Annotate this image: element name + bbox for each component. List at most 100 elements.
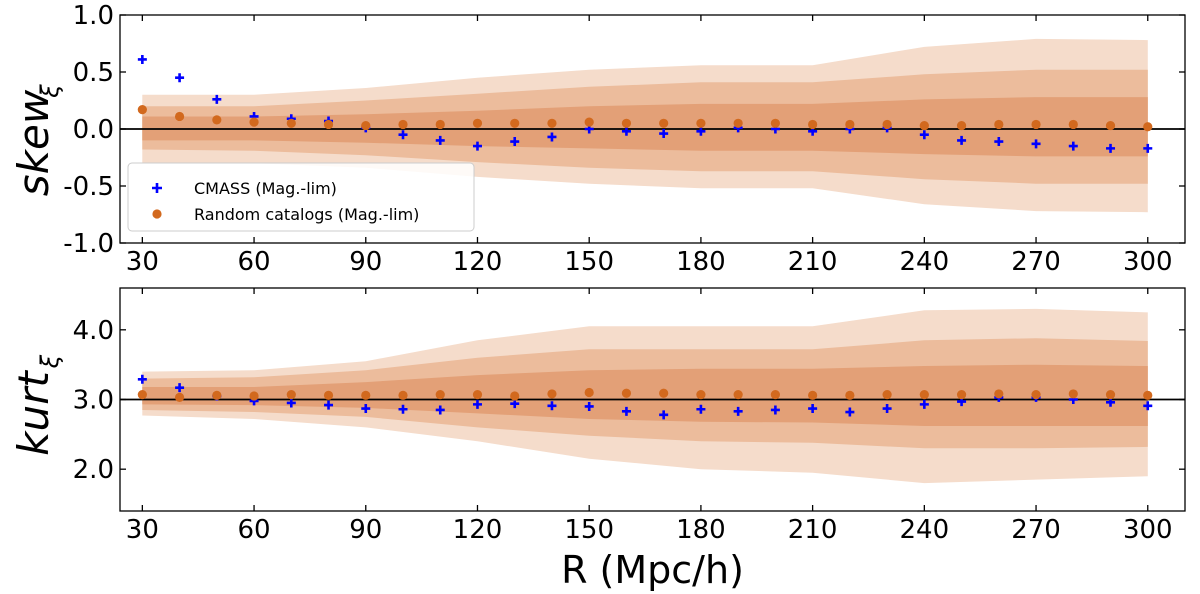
legend: CMASS (Mag.-lim) Random catalogs (Mag.-li…	[127, 162, 475, 232]
random-point	[1143, 390, 1153, 400]
cmass-point	[696, 404, 706, 414]
cmass-point	[1068, 141, 1078, 151]
random-point	[1031, 390, 1041, 400]
cmass-point	[584, 401, 594, 411]
cmass-point	[547, 401, 557, 411]
random-point	[1031, 119, 1041, 130]
y-tick-label: -0.5	[63, 172, 114, 202]
random-point	[621, 118, 632, 128]
legend-label-cmass: CMASS (Mag.-lim)	[194, 179, 337, 198]
random-point	[1105, 390, 1116, 400]
random-point	[361, 390, 371, 400]
legend-marker-random	[152, 209, 162, 219]
random-point	[956, 120, 967, 131]
random-point	[1068, 389, 1078, 399]
random-point	[212, 115, 222, 125]
random-point	[323, 119, 334, 130]
random-point	[994, 389, 1004, 399]
x-tick-label: 30	[126, 247, 159, 277]
random-point	[659, 118, 669, 128]
cmass-point	[398, 130, 408, 140]
random-point	[547, 118, 557, 128]
random-point	[435, 390, 445, 400]
random-point	[398, 390, 408, 400]
x-tick-label: 180	[676, 247, 726, 277]
cmass-point	[1143, 401, 1153, 411]
band-1-sigma	[142, 97, 1148, 157]
x-tick-label: 60	[238, 247, 271, 277]
random-point	[286, 390, 296, 400]
cmass-point	[919, 399, 929, 409]
random-point	[249, 117, 259, 127]
x-tick-label: 270	[1011, 247, 1061, 277]
cmass-point	[845, 407, 855, 417]
random-point	[882, 390, 892, 400]
random-point	[510, 118, 520, 128]
random-point	[286, 118, 296, 128]
cmass-point	[994, 137, 1004, 147]
x-tick-label: 150	[564, 247, 614, 277]
cmass-point	[882, 404, 892, 414]
x-tick-label: 240	[900, 515, 950, 545]
cmass-point	[472, 141, 482, 151]
cmass-point	[621, 406, 631, 416]
legend-box	[127, 162, 475, 232]
x-tick-label: 120	[453, 515, 503, 545]
random-point	[845, 119, 855, 130]
random-point	[956, 390, 967, 400]
cmass-point	[808, 404, 818, 414]
cmass-point	[137, 54, 147, 64]
random-point	[212, 390, 222, 400]
random-point	[733, 118, 743, 128]
x-tick-label: 90	[349, 247, 382, 277]
y-axis-label-main: skew	[9, 89, 58, 196]
y-axis-label-sub: ξ	[36, 84, 64, 99]
cmass-point	[547, 132, 557, 142]
x-tick-label: 180	[676, 515, 726, 545]
random-point	[882, 119, 892, 130]
random-point	[696, 390, 706, 400]
cmass-point	[286, 398, 296, 408]
x-tick-label: 300	[1123, 247, 1173, 277]
kurt-panel: 30 60 90 120 150 180 210 240 270 300 2.0 3.0 4.0 kurt…	[9, 287, 1186, 592]
skew-panel: 30 60 90 120 150 180 210 240 270 300 -1.0 -0.5 0.0 0.…	[9, 1, 1186, 277]
x-tick-label: 300	[1123, 515, 1173, 545]
random-point	[696, 118, 706, 128]
cmass-point	[957, 135, 967, 145]
legend-marker-cmass	[152, 183, 162, 193]
x-tick-label: 120	[453, 247, 503, 277]
y-axis-label-main: kurt	[9, 370, 58, 456]
cmass-point	[1106, 397, 1116, 407]
random-point	[808, 390, 818, 400]
random-point	[435, 119, 445, 130]
x-axis-label: R (Mpc/h)	[561, 548, 744, 592]
cmass-point	[510, 137, 520, 147]
band-1-sigma	[142, 364, 1148, 426]
random-point	[845, 390, 855, 400]
random-point	[137, 390, 147, 400]
cmass-point	[175, 383, 185, 393]
random-point	[770, 390, 780, 400]
y-tick-label: 4.0	[73, 316, 114, 346]
random-point	[510, 391, 520, 401]
y-axis-label-sub: ξ	[36, 354, 64, 369]
cmass-point	[1106, 143, 1116, 153]
cmass-point	[1031, 139, 1041, 149]
y-tick-label: 2.0	[73, 455, 114, 485]
cmass-point	[435, 405, 445, 415]
cmass-point	[659, 410, 669, 420]
random-point	[584, 387, 594, 398]
x-tick-label: 30	[126, 515, 159, 545]
x-tick-label: 210	[788, 247, 838, 277]
x-tick-label: 90	[349, 515, 382, 545]
cmass-point	[472, 399, 482, 409]
x-tick-label: 60	[238, 515, 271, 545]
cmass-point	[212, 94, 222, 104]
random-point	[249, 391, 259, 401]
y-tick-label: 0.5	[73, 58, 114, 88]
random-point	[994, 119, 1004, 130]
cmass-point	[733, 406, 743, 416]
random-point	[733, 390, 743, 400]
